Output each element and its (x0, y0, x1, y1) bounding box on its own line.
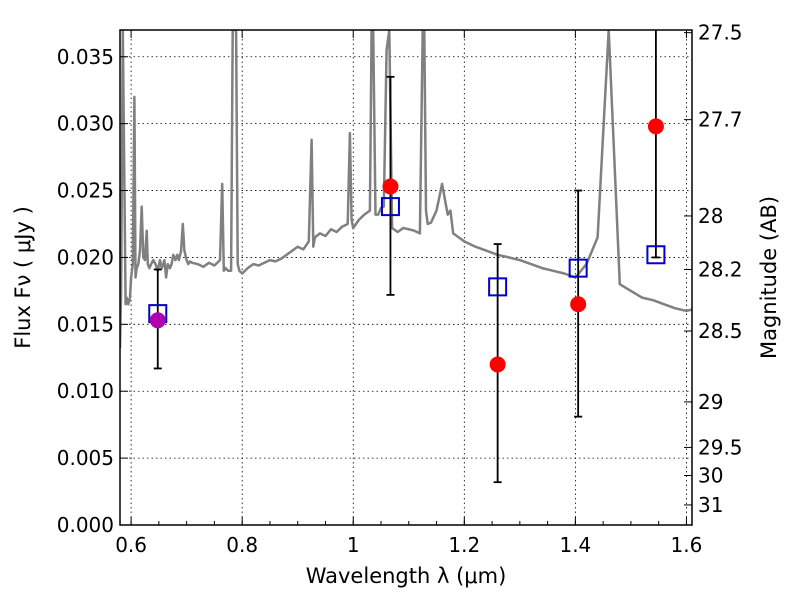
y-tick-label: 0.015 (57, 312, 114, 336)
observed-point (489, 356, 506, 373)
magnitude-tick-label: 28.2 (698, 257, 743, 281)
magnitude-tick-label: 31 (698, 493, 723, 517)
y-tick-label: 0.000 (57, 513, 114, 537)
spectrum-line (120, 30, 692, 349)
magnitude-tick-label: 30 (698, 464, 723, 488)
grid-lines (120, 30, 692, 526)
y-tick-label: 0.035 (57, 45, 114, 69)
y-tick-label: 0.010 (57, 379, 114, 403)
highlighted-point (149, 312, 166, 329)
observed-point (647, 118, 664, 135)
x-tick-label: 1.2 (448, 533, 480, 557)
x-tick-label: 1.6 (671, 533, 703, 557)
magnitude-tick-label: 29 (698, 390, 723, 414)
magnitude-tick-label: 27.7 (698, 108, 743, 132)
x-axis-label: Wavelength λ (μm) (306, 564, 507, 588)
observed-point (570, 296, 587, 313)
observed-point (382, 178, 399, 195)
y-tick-label: 0.020 (57, 245, 114, 269)
y-tick-label: 0.025 (57, 179, 114, 203)
x-axis-ticks: 0.6 0.8 1 1.2 1.4 1.6 (115, 30, 702, 557)
x-tick-label: 1.4 (559, 533, 591, 557)
y-axis-label: Flux Fν ( μJy ) (11, 206, 35, 349)
x-tick-label: 1 (347, 533, 360, 557)
magnitude-tick-label: 29.5 (698, 435, 743, 459)
y-axis-ticks: 0.000 0.005 0.010 0.015 0.020 0.025 0.030 0.035 (57, 45, 128, 537)
magnitude-tick-label: 28.5 (698, 319, 743, 343)
y-tick-label: 0.005 (57, 446, 114, 470)
plot-frame (119, 29, 693, 526)
y-tick-label: 0.030 (57, 112, 114, 136)
x-tick-label: 0.6 (115, 533, 147, 557)
clipped-series (120, 30, 692, 484)
model-photometry-square (380, 197, 400, 217)
model-photometry-square (568, 258, 588, 278)
x-tick-label: 0.8 (226, 533, 258, 557)
magnitude-axis-ticks: 27.5 27.7 28 28.2 28.5 29 29.5 30 31 (684, 21, 743, 517)
model-photometry-square (646, 245, 666, 265)
model-photometry-square (488, 277, 508, 297)
magnitude-tick-label: 28 (698, 204, 723, 228)
magnitude-axis-label: Magnitude (AB) (757, 196, 781, 359)
plot-area (120, 30, 692, 484)
magnitude-tick-label: 27.5 (698, 21, 743, 45)
